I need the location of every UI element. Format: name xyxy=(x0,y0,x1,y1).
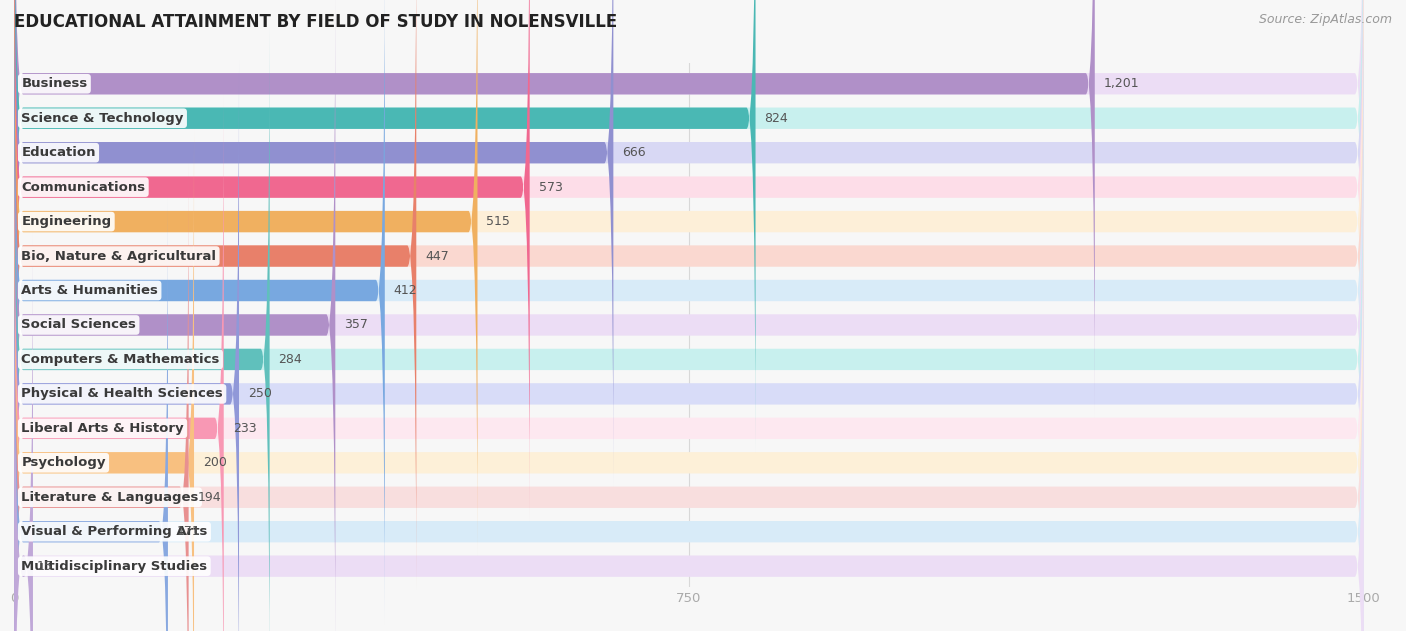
Text: Liberal Arts & History: Liberal Arts & History xyxy=(21,422,184,435)
FancyBboxPatch shape xyxy=(14,25,1364,631)
Text: Bio, Nature & Agricultural: Bio, Nature & Agricultural xyxy=(21,249,217,262)
Text: 194: 194 xyxy=(198,491,221,504)
Text: 171: 171 xyxy=(177,525,201,538)
FancyBboxPatch shape xyxy=(14,0,478,555)
FancyBboxPatch shape xyxy=(14,232,1364,631)
FancyBboxPatch shape xyxy=(14,198,1364,631)
FancyBboxPatch shape xyxy=(14,60,239,631)
Text: 1,201: 1,201 xyxy=(1104,77,1139,90)
Text: Business: Business xyxy=(21,77,87,90)
FancyBboxPatch shape xyxy=(14,163,188,631)
Text: Psychology: Psychology xyxy=(21,456,105,469)
FancyBboxPatch shape xyxy=(14,232,32,631)
FancyBboxPatch shape xyxy=(14,60,1364,631)
FancyBboxPatch shape xyxy=(14,0,1095,418)
FancyBboxPatch shape xyxy=(14,25,270,631)
FancyBboxPatch shape xyxy=(14,0,613,487)
Text: 233: 233 xyxy=(233,422,256,435)
Text: Communications: Communications xyxy=(21,180,145,194)
Text: Visual & Performing Arts: Visual & Performing Arts xyxy=(21,525,208,538)
FancyBboxPatch shape xyxy=(14,0,1364,487)
Text: Literature & Languages: Literature & Languages xyxy=(21,491,198,504)
FancyBboxPatch shape xyxy=(14,129,194,631)
FancyBboxPatch shape xyxy=(14,0,1364,521)
Text: Source: ZipAtlas.com: Source: ZipAtlas.com xyxy=(1258,13,1392,26)
FancyBboxPatch shape xyxy=(14,163,1364,631)
Text: 284: 284 xyxy=(278,353,302,366)
Text: 200: 200 xyxy=(202,456,226,469)
FancyBboxPatch shape xyxy=(14,95,1364,631)
Text: Computers & Mathematics: Computers & Mathematics xyxy=(21,353,219,366)
Text: EDUCATIONAL ATTAINMENT BY FIELD OF STUDY IN NOLENSVILLE: EDUCATIONAL ATTAINMENT BY FIELD OF STUDY… xyxy=(14,13,617,31)
Text: 15: 15 xyxy=(37,560,52,573)
FancyBboxPatch shape xyxy=(14,0,1364,452)
Text: 573: 573 xyxy=(538,180,562,194)
Text: 824: 824 xyxy=(765,112,789,125)
FancyBboxPatch shape xyxy=(14,0,416,590)
Text: Education: Education xyxy=(21,146,96,159)
FancyBboxPatch shape xyxy=(14,0,755,452)
FancyBboxPatch shape xyxy=(14,129,1364,631)
FancyBboxPatch shape xyxy=(14,0,1364,555)
FancyBboxPatch shape xyxy=(14,0,1364,590)
Text: 250: 250 xyxy=(247,387,271,401)
Text: Physical & Health Sciences: Physical & Health Sciences xyxy=(21,387,224,401)
Text: 515: 515 xyxy=(486,215,510,228)
FancyBboxPatch shape xyxy=(14,0,385,625)
FancyBboxPatch shape xyxy=(14,0,1364,631)
Text: Arts & Humanities: Arts & Humanities xyxy=(21,284,157,297)
Text: Social Sciences: Social Sciences xyxy=(21,319,136,331)
Text: 666: 666 xyxy=(623,146,645,159)
Text: Science & Technology: Science & Technology xyxy=(21,112,184,125)
FancyBboxPatch shape xyxy=(14,0,335,631)
FancyBboxPatch shape xyxy=(14,95,224,631)
FancyBboxPatch shape xyxy=(14,0,530,521)
FancyBboxPatch shape xyxy=(14,198,167,631)
Text: Engineering: Engineering xyxy=(21,215,111,228)
Text: 357: 357 xyxy=(344,319,368,331)
FancyBboxPatch shape xyxy=(14,0,1364,625)
Text: Multidisciplinary Studies: Multidisciplinary Studies xyxy=(21,560,207,573)
Text: 412: 412 xyxy=(394,284,418,297)
Text: 447: 447 xyxy=(425,249,449,262)
FancyBboxPatch shape xyxy=(14,0,1364,418)
